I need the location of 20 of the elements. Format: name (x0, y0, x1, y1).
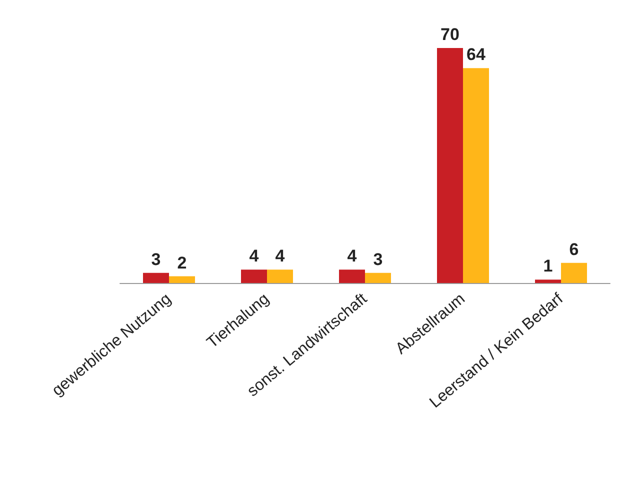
data-label: 1 (543, 256, 553, 276)
bar (267, 270, 293, 283)
data-label: 6 (569, 240, 579, 259)
bar (535, 280, 561, 283)
data-label: 3 (373, 250, 383, 269)
data-label: 64 (466, 45, 486, 64)
bar (437, 48, 463, 283)
data-label: 3 (151, 250, 161, 269)
bar (143, 272, 169, 283)
bar (241, 270, 267, 283)
bar (339, 270, 365, 283)
data-label: 70 (440, 25, 460, 44)
bar (365, 272, 391, 283)
bar (169, 276, 195, 283)
data-label: 4 (249, 246, 260, 266)
bar (463, 68, 489, 283)
data-label: 2 (177, 253, 187, 272)
bar (561, 262, 587, 283)
data-label: 4 (275, 246, 286, 266)
data-label: 4 (347, 246, 358, 266)
